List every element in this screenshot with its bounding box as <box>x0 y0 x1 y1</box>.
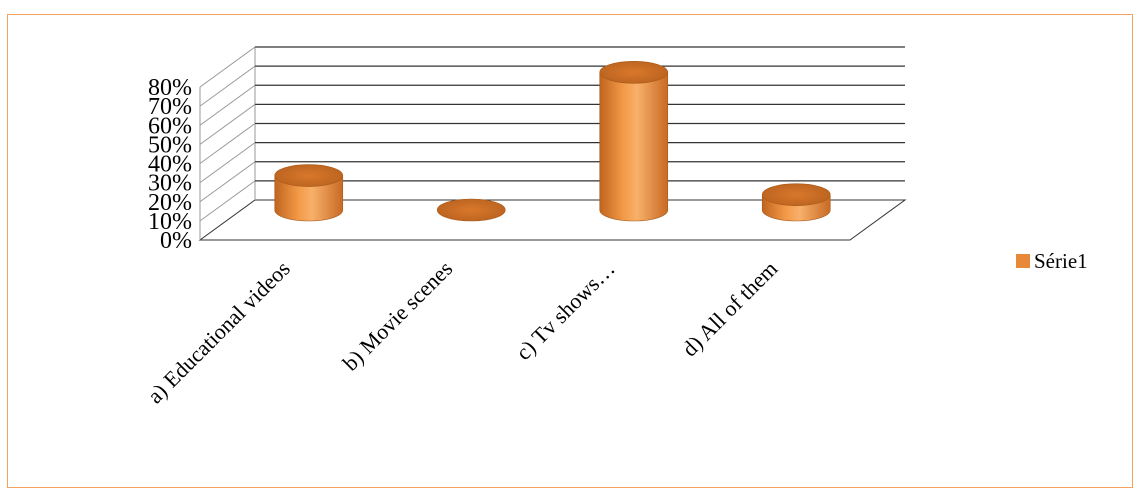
x-axis-categories: a) Educational videos b) Movie scenes c) T… <box>142 256 782 408</box>
bar-top <box>761 183 831 206</box>
bar-body <box>274 175 344 222</box>
bars <box>274 61 831 222</box>
side-gridline <box>199 180 256 222</box>
y-tick-label: 10% <box>148 209 192 235</box>
bar-top <box>274 164 344 187</box>
chart-floor <box>198 199 907 241</box>
y-tick-label: 80% <box>148 75 192 101</box>
x-category-label: c) Tv shows… <box>511 256 620 365</box>
side-gridline <box>199 65 256 107</box>
side-gridline <box>199 161 256 203</box>
y-tick-label: 60% <box>148 113 192 139</box>
y-tick-label: 40% <box>148 152 192 178</box>
side-gridline <box>199 142 256 184</box>
legend-label: Série1 <box>1034 249 1088 273</box>
x-category-label: b) Movie scenes <box>338 256 458 376</box>
y-tick-label: 70% <box>148 94 192 120</box>
bar <box>436 198 506 222</box>
bar-top <box>599 61 669 84</box>
gridlines <box>199 46 905 222</box>
bar-body <box>599 72 669 222</box>
y-tick-label: 50% <box>148 132 192 158</box>
y-axis-ticks: 0%10%20%30%40%50%60%70%80% <box>148 75 192 254</box>
legend: Série1 <box>1016 249 1088 273</box>
side-gridline <box>199 123 256 164</box>
bar-top <box>436 198 506 222</box>
side-gridline <box>199 46 256 88</box>
chart-frame <box>7 14 1133 488</box>
x-category-label: a) Educational videos <box>142 256 294 408</box>
y-tick-label: 0% <box>160 228 192 254</box>
bar <box>274 164 344 222</box>
legend-swatch <box>1016 254 1030 268</box>
side-gridline <box>199 103 256 145</box>
y-tick-label: 30% <box>148 171 192 197</box>
bar <box>599 61 669 222</box>
side-gridline <box>199 84 256 126</box>
x-category-label: d) All of them <box>677 256 782 361</box>
y-tick-label: 20% <box>148 190 192 216</box>
bar <box>761 183 831 222</box>
